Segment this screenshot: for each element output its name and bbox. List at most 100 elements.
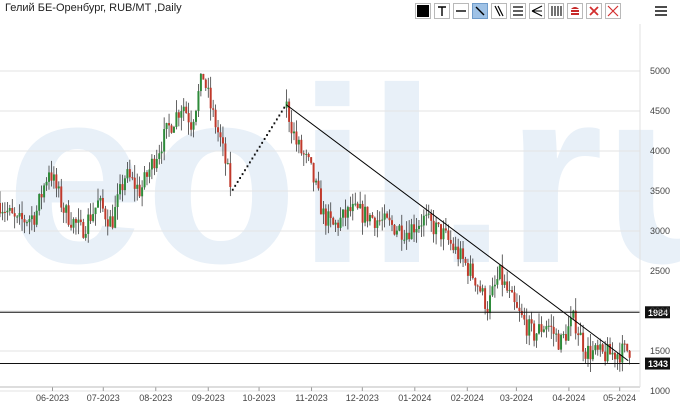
- candle-body-up: [395, 230, 398, 235]
- candle-body: [266, 134, 268, 137]
- candle-body-up: [192, 121, 195, 130]
- candle-body-up: [435, 222, 438, 235]
- candle-body-down: [533, 323, 536, 341]
- candle-body-down: [40, 194, 43, 198]
- parallel-lines-icon: [513, 6, 523, 16]
- text-tool[interactable]: [434, 3, 450, 19]
- candle-body-up: [48, 172, 50, 182]
- candle-body: [278, 114, 281, 117]
- candle-body-down: [324, 208, 327, 226]
- candle-body-up: [77, 219, 80, 223]
- candle-body-down: [626, 343, 629, 351]
- candle-body-up: [491, 286, 494, 296]
- red-x-icon: [589, 6, 599, 16]
- x-tick-label: 08-2023: [139, 393, 172, 403]
- candle-body-up: [508, 290, 511, 292]
- candle-body-down: [111, 216, 114, 228]
- y-tick-label: 3000: [650, 226, 670, 236]
- candle-body-down: [440, 224, 442, 240]
- ray-tool[interactable]: [491, 3, 507, 19]
- candle-body-up: [351, 203, 354, 212]
- candle-body-down: [290, 121, 293, 134]
- candle-body-up: [587, 345, 589, 359]
- candle-body-down: [217, 127, 220, 133]
- candle-body-down: [204, 79, 207, 88]
- delete-tool[interactable]: [586, 3, 602, 19]
- candle-body-down: [444, 228, 447, 231]
- candle-body-down: [89, 214, 92, 221]
- candle-body: [239, 177, 241, 180]
- candle-body-up: [38, 194, 41, 211]
- candle-body-up: [535, 333, 538, 341]
- candle-body-down: [513, 292, 516, 303]
- candle-body-up: [417, 225, 420, 230]
- candle-body: [271, 126, 273, 129]
- x-tick-label: 06-2023: [36, 393, 69, 403]
- candle-body-down: [60, 186, 63, 208]
- candle-body-down: [329, 211, 332, 218]
- candle-body: [249, 161, 251, 164]
- channel-tool[interactable]: [510, 3, 526, 19]
- candle-body-down: [540, 324, 543, 332]
- delete-all-tool[interactable]: [605, 3, 621, 19]
- candle-body-up: [591, 350, 594, 360]
- candle-body-up: [555, 333, 558, 335]
- candle-body-down: [170, 125, 173, 133]
- candle-body-down: [212, 108, 215, 110]
- double-diagonal-icon: [494, 5, 504, 17]
- candle-body-down: [229, 163, 232, 187]
- candle-body-down: [62, 207, 65, 213]
- candle-body-up: [52, 174, 55, 181]
- candle-body-up: [459, 248, 462, 260]
- level-tag-label: 1984: [648, 308, 668, 318]
- cycle-lines-tool[interactable]: [548, 3, 564, 19]
- candle-body-up: [579, 332, 582, 336]
- candle-body-down: [378, 220, 381, 222]
- candle-body-up: [57, 186, 60, 189]
- candle-body-down: [332, 217, 335, 225]
- y-tick-label: 2500: [650, 266, 670, 276]
- red-fill-tool[interactable]: [567, 3, 583, 19]
- candle-body-up: [126, 169, 129, 179]
- horizontal-line-tool[interactable]: [453, 3, 469, 19]
- candle-body-up: [8, 207, 11, 211]
- x-tick-label: 02-2024: [451, 393, 484, 403]
- candle-body-up: [346, 207, 349, 218]
- candle-body-up: [339, 217, 342, 228]
- vertical-bars-icon: [551, 6, 562, 16]
- candle-body-up: [141, 187, 144, 197]
- candle-body-down: [523, 314, 526, 320]
- candle-body-down: [452, 243, 455, 251]
- candle-body-down: [564, 334, 567, 341]
- candle-body-down: [501, 265, 504, 285]
- candle-body: [241, 173, 244, 176]
- candle-body-up: [123, 178, 126, 191]
- x-tick-label: 11-2023: [295, 393, 327, 403]
- candle-body-down: [82, 222, 85, 238]
- candle-body-down: [344, 209, 347, 218]
- candle-body-down: [596, 345, 599, 350]
- candle-body-up: [207, 87, 210, 89]
- candle-body-up: [175, 112, 178, 127]
- color-swatch-tool[interactable]: [415, 3, 431, 19]
- candle-body-up: [109, 216, 112, 227]
- chart-title: Гелий БЕ-Оренбург, RUB/MT ,Daily: [5, 2, 182, 14]
- candle-body-down: [628, 350, 631, 358]
- candle-body-up: [368, 214, 371, 222]
- candle-body-up: [398, 225, 401, 231]
- candle-body-down: [484, 288, 487, 309]
- candle-body-up: [359, 203, 362, 209]
- x-tick-label: 10-2023: [243, 393, 276, 403]
- candle-body-up: [560, 334, 563, 350]
- trend-line-tool[interactable]: [472, 3, 488, 19]
- candle-body-up: [92, 214, 95, 221]
- candle-body-down: [408, 232, 411, 240]
- candle-body-up: [199, 73, 202, 92]
- candle-body-up: [87, 214, 90, 234]
- diagonal-line-icon: [475, 6, 485, 16]
- hamburger-icon[interactable]: [654, 4, 668, 18]
- candle-body-up: [148, 169, 151, 177]
- fan-tool[interactable]: [529, 3, 545, 19]
- candle-body-up: [562, 334, 565, 336]
